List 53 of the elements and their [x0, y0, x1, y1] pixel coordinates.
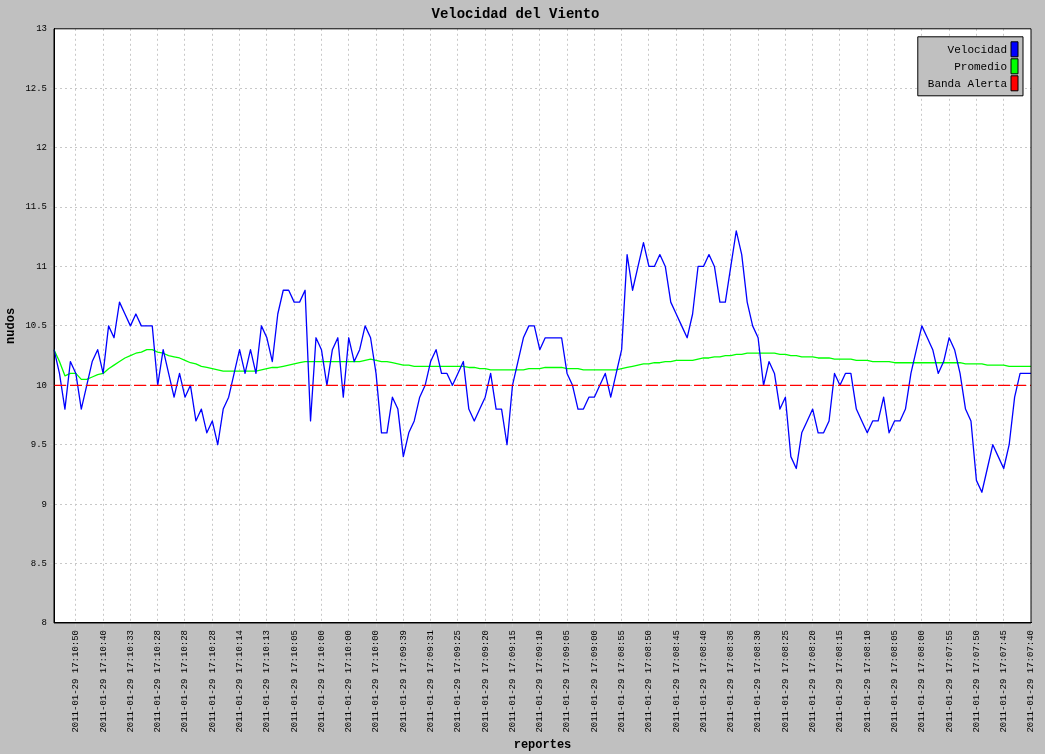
x-tick-label: 2011-01-29 17:10:28 [153, 629, 164, 733]
x-tick-label: 2011-01-29 17:10:40 [98, 629, 109, 733]
x-tick-label: 2011-01-29 17:10:00 [344, 629, 355, 733]
y-tick-label: 10 [36, 380, 47, 391]
x-tick-label: 2011-01-29 17:10:50 [71, 629, 82, 733]
x-tick-label: 2011-01-29 17:08:50 [644, 629, 655, 733]
y-axis-title: nudos [4, 307, 19, 344]
x-tick-label: 2011-01-29 17:09:10 [535, 629, 546, 733]
x-tick-label: 2011-01-29 17:08:40 [698, 629, 709, 733]
y-tick-label: 13 [36, 24, 47, 35]
x-tick-label: 2011-01-29 17:07:45 [999, 629, 1010, 733]
y-tick-label: 11 [36, 261, 47, 272]
x-tick-label: 2011-01-29 17:09:05 [562, 629, 573, 733]
x-tick-label: 2011-01-29 17:08:10 [862, 629, 873, 733]
y-tick-label: 12 [36, 143, 47, 154]
x-tick-label: 2011-01-29 17:08:36 [726, 629, 737, 733]
y-tick-label: 8 [41, 618, 47, 629]
y-tick-label: 11.5 [25, 202, 47, 213]
x-tick-label: 2011-01-29 17:08:30 [753, 629, 764, 733]
y-tick-label: 10.5 [25, 321, 47, 332]
y-tick-label: 9.5 [30, 440, 47, 451]
x-tick-label: 2011-01-29 17:10:05 [289, 629, 300, 733]
x-tick-label: 2011-01-29 17:08:00 [917, 629, 928, 733]
y-tick-label: 9 [41, 499, 47, 510]
x-tick-label: 2011-01-29 17:10:28 [180, 629, 191, 733]
x-tick-label: 2011-01-29 17:10:00 [371, 629, 382, 733]
legend-label: Velocidad [947, 43, 1007, 56]
x-tick-label: 2011-01-29 17:09:25 [453, 629, 464, 733]
x-axis-title: reportes [513, 737, 572, 752]
x-tick-label: 2011-01-29 17:08:55 [617, 629, 628, 733]
x-tick-label: 2011-01-29 17:07:50 [971, 629, 982, 733]
x-tick-label: 2011-01-29 17:10:00 [316, 629, 327, 733]
x-tick-label: 2011-01-29 17:09:31 [426, 629, 436, 733]
x-tick-label: 2011-01-29 17:09:00 [589, 629, 600, 733]
legend-label: Banda Alerta [927, 77, 1008, 90]
legend-label: Promedio [954, 60, 1007, 73]
x-tick-label: 2011-01-29 17:07:55 [944, 629, 955, 733]
y-tick-label: 12.5 [25, 83, 47, 94]
chart-title: Velocidad del Viento [431, 5, 600, 22]
y-tick-label: 8.5 [30, 558, 47, 569]
x-tick-label: 2011-01-29 17:08:15 [835, 629, 846, 733]
x-tick-label: 2011-01-29 17:09:20 [480, 629, 491, 733]
x-tick-label: 2011-01-29 17:08:45 [671, 629, 682, 733]
x-tick-label: 2011-01-29 17:08:05 [889, 629, 900, 733]
x-tick-label: 2011-01-29 17:10:14 [234, 629, 245, 733]
x-tick-label: 2011-01-29 17:09:39 [398, 629, 409, 733]
x-tick-label: 2011-01-29 17:08:25 [780, 629, 791, 733]
x-tick-label: 2011-01-29 17:10:33 [125, 629, 136, 733]
x-tick-label: 2011-01-29 17:07:40 [1026, 629, 1037, 733]
x-tick-label: 2011-01-29 17:09:15 [507, 629, 518, 733]
x-tick-label: 2011-01-29 17:10:28 [207, 629, 218, 733]
x-tick-label: 2011-01-29 17:10:13 [262, 629, 273, 733]
x-tick-label: 2011-01-29 17:08:20 [808, 629, 819, 733]
